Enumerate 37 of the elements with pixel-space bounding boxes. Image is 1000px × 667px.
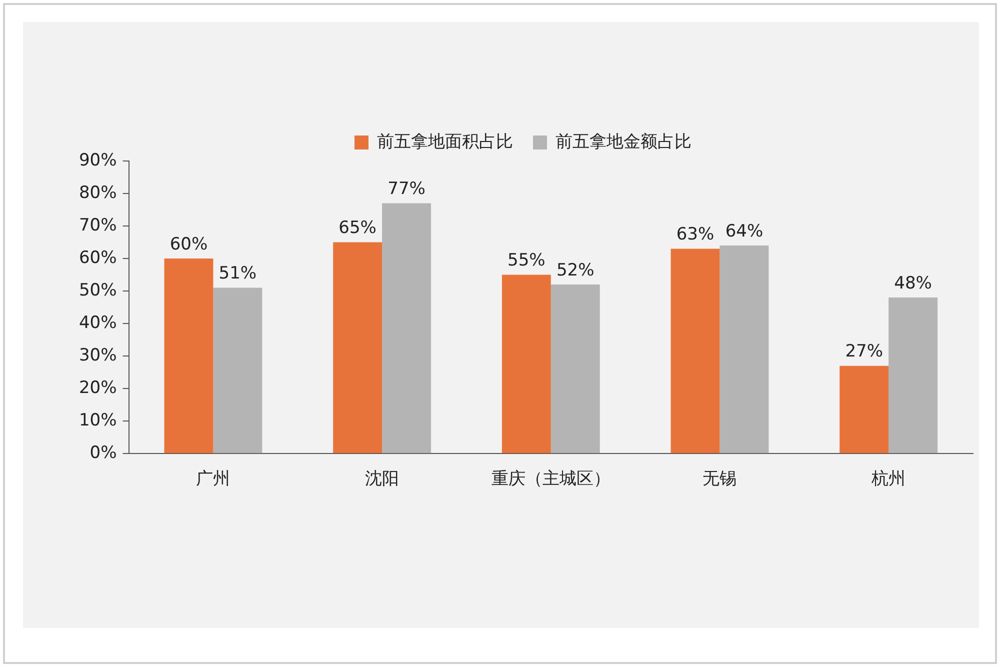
x-tick-label: 广州 — [196, 469, 230, 490]
y-tick-label: 70% — [78, 215, 117, 236]
bar — [888, 298, 938, 454]
y-tick-label: 0% — [90, 443, 117, 464]
data-label: 27% — [845, 342, 883, 362]
y-tick-label: 60% — [78, 248, 117, 268]
bar — [164, 258, 214, 454]
y-tick-label: 30% — [78, 345, 117, 366]
y-tick-label: 90% — [78, 150, 117, 170]
data-label: 64% — [725, 221, 764, 242]
y-tick-label: 40% — [78, 312, 117, 333]
legend-label: 前五拿地面积占比 — [377, 132, 513, 152]
x-tick-label: 沈阳 — [365, 469, 400, 490]
x-tick-label: 无锡 — [702, 469, 737, 490]
legend-label: 前五拿地金额占比 — [556, 132, 692, 152]
data-label: 52% — [556, 260, 594, 280]
data-label: 55% — [508, 250, 546, 271]
y-tick-label: 20% — [78, 378, 117, 398]
bar — [382, 203, 432, 454]
data-label: 60% — [170, 234, 208, 254]
data-label: 63% — [676, 224, 714, 245]
data-label: 48% — [894, 273, 932, 294]
x-tick-label: 重庆（主城区） — [491, 469, 610, 490]
y-tick-label: 50% — [78, 280, 117, 300]
data-label: 77% — [388, 179, 426, 200]
bar — [840, 366, 889, 454]
data-label: 65% — [338, 218, 376, 238]
y-tick-label: 10% — [78, 410, 117, 431]
bar — [333, 242, 382, 454]
x-tick-label: 杭州 — [870, 469, 906, 490]
bar — [670, 248, 720, 454]
bar — [720, 246, 769, 454]
data-label: 51% — [218, 264, 257, 284]
bar — [502, 274, 551, 454]
bar — [550, 284, 600, 454]
y-tick-label: 80% — [78, 182, 117, 203]
bar — [213, 288, 262, 454]
